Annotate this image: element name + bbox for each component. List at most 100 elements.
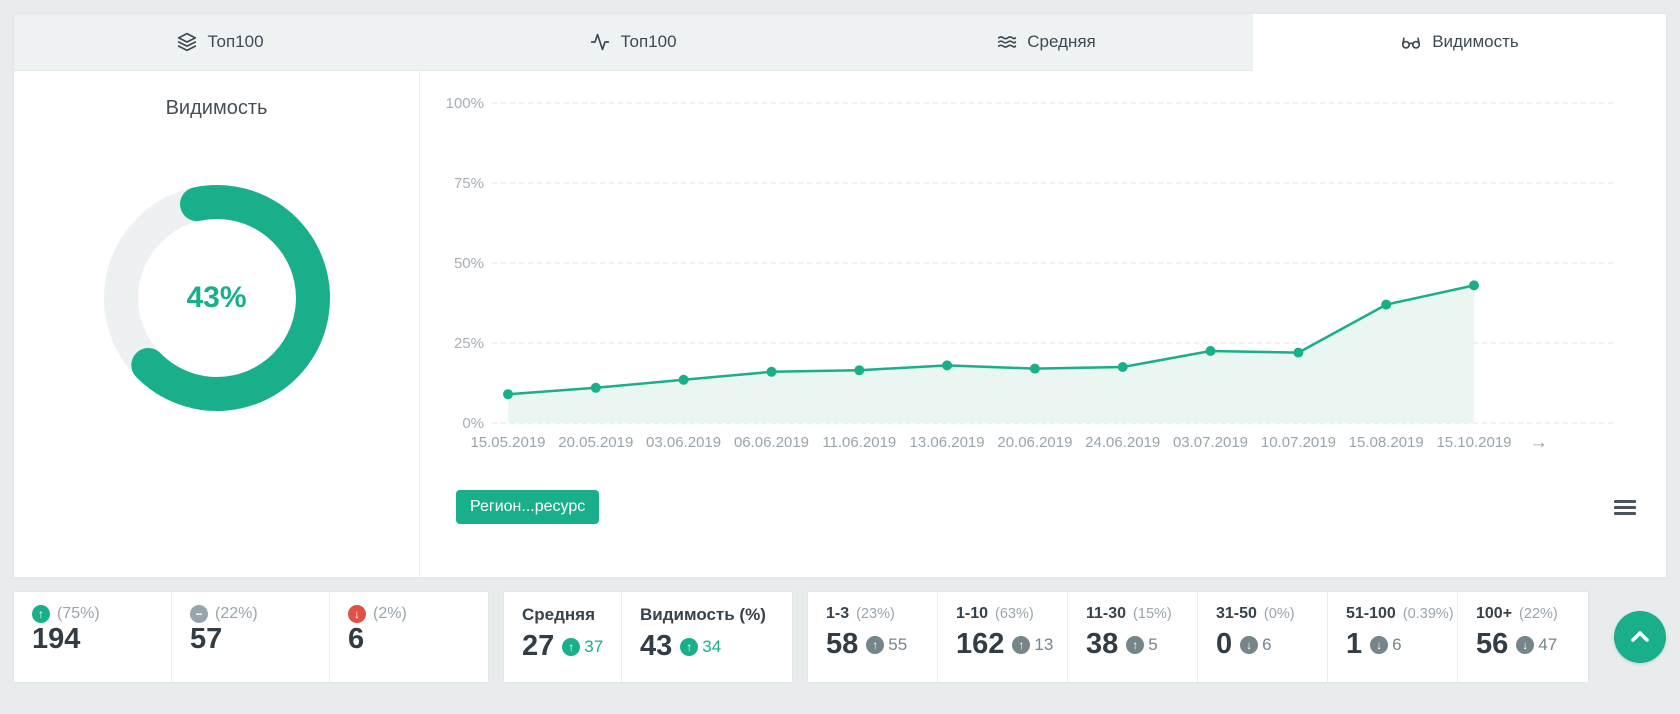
- stat-value: 27: [522, 630, 555, 662]
- stat-value: 57: [190, 623, 223, 655]
- stat-cell-average-position: Средняя 27 ↑ 37: [504, 592, 622, 682]
- change-value: 6: [1262, 634, 1272, 654]
- svg-text:25%: 25%: [454, 335, 484, 352]
- down-circle-icon: ↓: [1370, 635, 1389, 654]
- main-panel: Топ100 Топ100 Средняя Видимость: [14, 14, 1666, 577]
- svg-text:06.06.2019: 06.06.2019: [734, 434, 809, 451]
- stat-change: ↓ 47: [1516, 635, 1557, 655]
- svg-text:11.06.2019: 11.06.2019: [822, 434, 896, 451]
- legend-region-resource[interactable]: Регион...ресурс: [456, 490, 600, 524]
- stat-value: 0: [1216, 628, 1233, 660]
- chart-menu-icon[interactable]: [1614, 498, 1636, 517]
- share-label: (75%): [57, 605, 100, 622]
- stat-change: ↑ 37: [562, 637, 603, 657]
- svg-text:50%: 50%: [454, 255, 484, 272]
- svg-text:13.06.2019: 13.06.2019: [910, 434, 985, 451]
- svg-text:100%: 100%: [446, 95, 484, 112]
- change-value: 13: [1034, 634, 1054, 654]
- svg-text:0%: 0%: [462, 415, 484, 432]
- share-label: (22%): [215, 605, 258, 622]
- visibility-donut: 43%: [91, 172, 343, 424]
- svg-text:03.07.2019: 03.07.2019: [1173, 434, 1248, 451]
- down-circle-icon: ↓: [1516, 635, 1535, 654]
- stat-cell-1-3: 1-3 (23%) 58 ↑ 55: [808, 592, 938, 682]
- stat-change: ↑ 55: [866, 635, 907, 655]
- share-label: (0.39%): [1402, 606, 1454, 622]
- stat-cell-visibility-percent: Видимость (%) 43 ↑ 34: [622, 592, 792, 682]
- stat-change: ↓ 6: [1370, 634, 1402, 655]
- stat-label: 11-30: [1086, 605, 1127, 622]
- svg-text:20.05.2019: 20.05.2019: [558, 434, 633, 451]
- stat-value: 56: [1476, 628, 1509, 660]
- tab-label: Топ100: [207, 32, 264, 51]
- donut-percent-label: 43%: [186, 281, 247, 314]
- share-label: (63%): [995, 606, 1034, 622]
- change-value: 47: [1538, 634, 1558, 654]
- svg-text:15.08.2019: 15.08.2019: [1349, 434, 1424, 451]
- glasses-icon: [1400, 31, 1422, 53]
- stat-value: 38: [1086, 628, 1119, 660]
- activity-icon: [590, 32, 610, 52]
- stat-label: 1-3: [826, 605, 850, 622]
- stat-label: 51-100: [1346, 605, 1396, 622]
- chevron-up-icon: [1631, 631, 1649, 642]
- dashboard: Топ100 Топ100 Средняя Видимость: [14, 14, 1666, 682]
- share-label: (2%): [373, 605, 407, 622]
- change-value: 55: [888, 634, 908, 654]
- stat-value: 43: [640, 630, 673, 662]
- stat-cell-51-100: 51-100 (0.39%) 1 ↓ 6: [1328, 592, 1458, 682]
- up-circle-icon: ↑: [680, 637, 699, 656]
- svg-text:15.10.2019: 15.10.2019: [1436, 434, 1511, 451]
- share-label: (22%): [1519, 606, 1558, 622]
- chart-area: 0% 25% 50% 75% 100% 15.05.2019 20.05.2019 03.06…: [420, 71, 1666, 577]
- stat-change: ↓ 6: [1240, 634, 1272, 655]
- down-circle-icon: ↓: [1240, 635, 1259, 654]
- stat-cell-up: ↑ (75%) 194: [14, 592, 172, 682]
- stat-label: 100+: [1476, 605, 1513, 622]
- tab-top100-activity[interactable]: Топ100: [427, 14, 840, 71]
- stat-label: 1-10: [956, 605, 989, 622]
- minus-circle-icon: −: [190, 605, 208, 623]
- change-value: 6: [1392, 634, 1402, 654]
- stat-value: 194: [32, 623, 81, 655]
- svg-text:15.05.2019: 15.05.2019: [470, 434, 545, 451]
- stat-cell-1-10: 1-10 (63%) 162 ↑ 13: [938, 592, 1068, 682]
- dynamics-card: ↑ (75%) 194 − (22%) 57 ↓ (2%) 6: [14, 592, 488, 682]
- svg-text:10.07.2019: 10.07.2019: [1261, 434, 1336, 451]
- donut-chart-svg: [103, 185, 330, 411]
- stat-label: Видимость (%): [640, 605, 766, 624]
- svg-text:75%: 75%: [454, 175, 484, 192]
- tab-bar: Топ100 Топ100 Средняя Видимость: [14, 14, 1666, 71]
- scroll-to-top-button[interactable]: [1614, 611, 1666, 663]
- svg-text:20.06.2019: 20.06.2019: [997, 434, 1072, 451]
- stat-value: 58: [826, 628, 859, 660]
- stat-cell-11-30: 11-30 (15%) 38 ↑ 5: [1068, 592, 1198, 682]
- visibility-summary-panel: Видимость 43%: [14, 71, 420, 577]
- tab-visibility[interactable]: Видимость: [1253, 14, 1666, 71]
- stat-change: ↑ 34: [680, 637, 721, 657]
- tab-label: Видимость: [1432, 32, 1519, 51]
- averages-card: Средняя 27 ↑ 37 Видимость (%) 43: [504, 592, 792, 682]
- change-value: 34: [702, 636, 722, 656]
- tab-label: Средняя: [1027, 32, 1096, 51]
- up-circle-icon: ↑: [32, 605, 50, 623]
- layers-icon: [177, 32, 197, 52]
- tab-average[interactable]: Средняя: [840, 14, 1253, 71]
- up-circle-icon: ↑: [562, 637, 581, 656]
- change-value: 5: [1148, 634, 1158, 654]
- visibility-content: Видимость 43% 0% 25% 50% 75% 100% 15.05.2019 2…: [14, 71, 1666, 577]
- svg-text:03.06.2019: 03.06.2019: [646, 434, 721, 451]
- share-label: (15%): [1133, 606, 1172, 622]
- chart-footer: Регион...ресурс: [432, 482, 1648, 524]
- visibility-line-chart: 0% 25% 50% 75% 100% 15.05.2019 20.05.2019 03.06…: [446, 95, 1617, 451]
- stat-value: 162: [956, 628, 1005, 660]
- waves-icon: [997, 32, 1017, 52]
- positions-card: 1-3 (23%) 58 ↑ 55 1-10 (63%) 162: [808, 592, 1588, 682]
- next-dates-arrow[interactable]: →: [1529, 432, 1548, 453]
- stat-change: ↑ 5: [1126, 634, 1158, 655]
- down-circle-icon: ↓: [348, 605, 366, 623]
- svg-text:24.06.2019: 24.06.2019: [1085, 434, 1160, 451]
- tab-top100-stacked[interactable]: Топ100: [14, 14, 427, 71]
- stat-label: Средняя: [522, 605, 596, 624]
- stat-cell-down: ↓ (2%) 6: [330, 592, 488, 682]
